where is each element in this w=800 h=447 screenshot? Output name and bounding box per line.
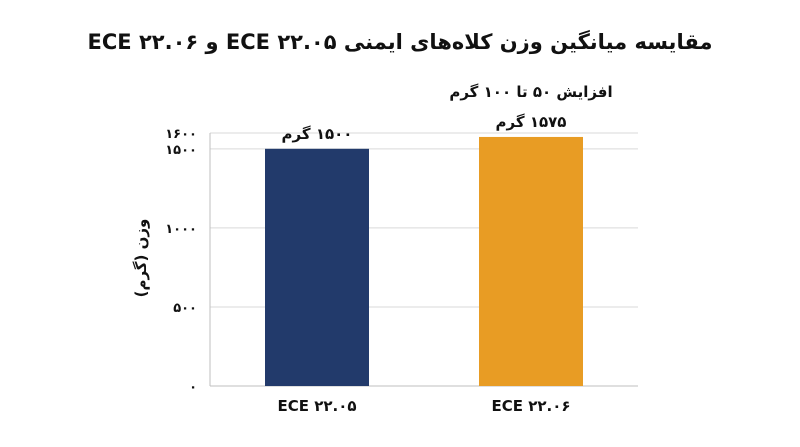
y-tick-label: ۰ bbox=[189, 380, 197, 395]
y-tick-label: ۱۶۰۰ bbox=[165, 127, 197, 142]
chart-title: مقایسه میانگین وزن کلاه‌های ایمنی ECE ۲۲… bbox=[87, 30, 713, 54]
bar-2 bbox=[479, 136, 583, 386]
increase-annotation: افزایش ۵۰ تا ۱۰۰ گرم bbox=[449, 83, 612, 101]
bar-1 bbox=[265, 148, 369, 386]
data-label-1: ۱۵۰۰ گرم bbox=[282, 125, 353, 143]
y-axis-label: وزن (گرم) bbox=[132, 219, 150, 298]
category-labels: ECE ۲۲.۰۵ ECE ۲۲.۰۶ bbox=[277, 397, 570, 415]
category-label-2: ECE ۲۲.۰۶ bbox=[491, 397, 570, 415]
data-labels: ۱۵۰۰ گرم ۱۵۷۵ گرم افزایش ۵۰ تا ۱۰۰ گرم bbox=[282, 83, 613, 143]
y-tick-label: ۱۰۰۰ bbox=[165, 222, 197, 237]
y-tick-label: ۵۰۰ bbox=[173, 301, 197, 316]
data-label-2: ۱۵۷۵ گرم bbox=[496, 113, 567, 131]
bars bbox=[265, 136, 583, 386]
y-tick-label: ۱۵۰۰ bbox=[165, 143, 197, 158]
category-label-1: ECE ۲۲.۰۵ bbox=[277, 397, 356, 415]
